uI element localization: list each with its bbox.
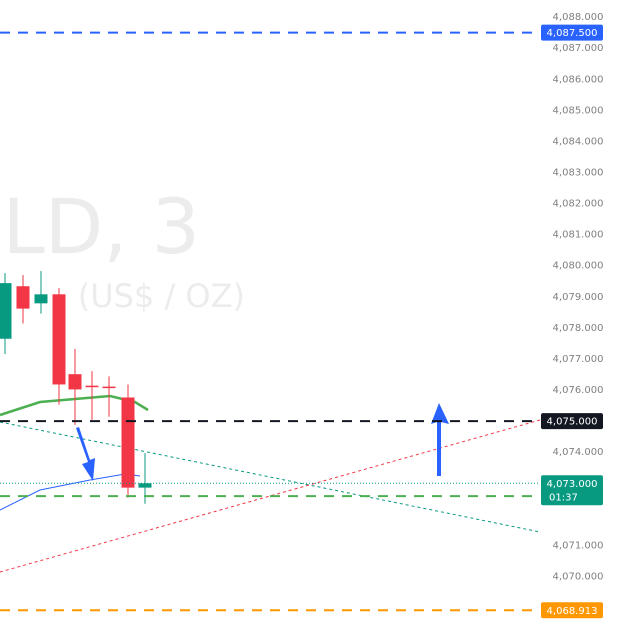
- candle-body: [34, 294, 48, 304]
- y-tick-label: 4,071.000: [553, 540, 604, 551]
- trend-line: [0, 421, 541, 533]
- y-tick-label: 4,086.000: [553, 74, 604, 85]
- candle-body: [85, 385, 99, 388]
- level-label: 4,068.913: [547, 606, 598, 617]
- y-tick-label: 4,082.000: [553, 199, 604, 210]
- candle-body: [52, 294, 66, 385]
- moving-average: [0, 473, 141, 511]
- candle-body: [16, 286, 30, 309]
- moving-average: [0, 394, 149, 417]
- y-tick-label: 4,078.000: [553, 323, 604, 334]
- candle-body: [121, 397, 135, 488]
- y-tick-label: 4,079.000: [553, 292, 604, 303]
- arrow-up: [431, 403, 449, 476]
- y-tick-label: 4,088.000: [553, 12, 604, 23]
- candle-body: [68, 374, 82, 390]
- level-label-box: [541, 24, 603, 41]
- candle-body: [0, 283, 12, 339]
- y-tick-label: 4,080.000: [553, 261, 604, 272]
- y-tick-label: 4,085.000: [553, 105, 604, 116]
- y-tick-label: 4,077.000: [553, 354, 604, 365]
- y-tick-label: 4,087.000: [553, 43, 604, 54]
- y-tick-label: 4,081.000: [553, 230, 604, 241]
- last-price-label: 4,073.000: [547, 479, 598, 490]
- level-label: 4,075.000: [547, 417, 598, 428]
- candle-body: [102, 386, 116, 389]
- arrow-down: [76, 427, 95, 481]
- watermark: OLD, 3: [0, 182, 200, 271]
- y-tick-label: 4,074.000: [553, 447, 604, 458]
- level-label: 4,087.500: [547, 28, 598, 39]
- y-tick-label: 4,076.000: [553, 385, 604, 396]
- last-price-box: [541, 475, 603, 506]
- level-label-box: [541, 413, 603, 430]
- level-label-box: [541, 602, 603, 619]
- watermark-sub: (US$ / OZ): [78, 277, 245, 315]
- countdown: 01:37: [549, 492, 578, 503]
- candle-body: [138, 483, 152, 488]
- y-tick-label: 4,083.000: [553, 167, 604, 178]
- y-tick-label: 4,084.000: [553, 136, 604, 147]
- y-tick-label: 4,070.000: [553, 572, 604, 583]
